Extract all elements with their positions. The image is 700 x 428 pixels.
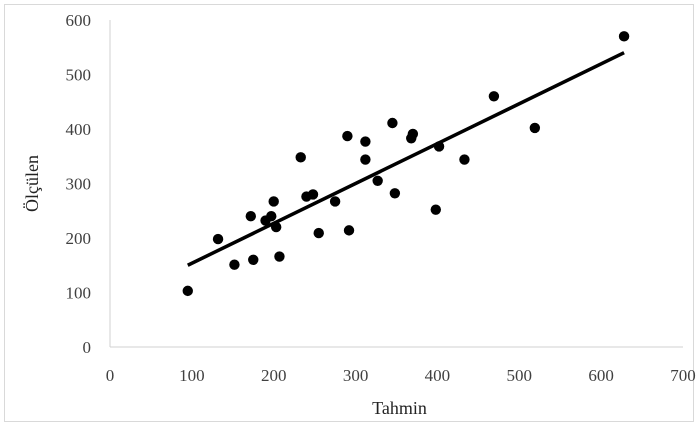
axes [109,20,683,348]
data-point [360,136,371,147]
data-point [307,189,319,200]
y-tick-label: 400 [66,120,92,139]
data-point [248,254,259,265]
data-point [430,204,441,215]
data-point [372,175,383,186]
y-tick-labels: 0 100 200 300 400 500 600 [66,11,92,357]
data-point [268,196,279,207]
x-tick-label: 400 [425,366,451,385]
x-tick-label: 100 [179,366,205,385]
y-tick-label: 300 [66,175,92,194]
y-tick-label: 600 [66,11,92,30]
data-point [459,154,470,165]
data-point [270,221,282,233]
y-tick-label: 0 [83,338,92,357]
y-tick-label: 100 [66,284,92,303]
x-tick-label: 300 [343,366,369,385]
data-point [433,141,445,152]
data-point [274,251,285,262]
data-point [212,233,224,245]
data-point [529,122,541,134]
x-tick-label: 500 [507,366,533,385]
data-point [266,211,277,222]
y-axis-title: Ölçülen [22,155,42,212]
x-tick-label: 600 [588,366,614,385]
trendline [186,51,625,267]
data-point [488,91,500,102]
x-tick-labels: 0 100 200 300 400 500 600 700 [106,366,696,385]
data-points [182,31,630,297]
y-tick-label: 200 [66,229,92,248]
x-axis-title: Tahmin [372,398,427,418]
data-point [389,188,401,199]
data-point [360,154,371,165]
y-tick-label: 500 [66,66,92,85]
data-point [229,259,240,270]
data-point [313,227,324,239]
data-point [182,285,193,297]
x-tick-label: 200 [261,366,287,385]
x-tick-label: 0 [106,366,115,385]
data-point [245,211,256,222]
data-point [329,196,341,207]
data-point [407,128,419,140]
data-point [618,31,630,42]
data-point [343,225,355,236]
data-point [295,152,306,163]
data-point [342,130,353,142]
x-tick-label: 700 [670,366,696,385]
data-point [387,117,398,129]
